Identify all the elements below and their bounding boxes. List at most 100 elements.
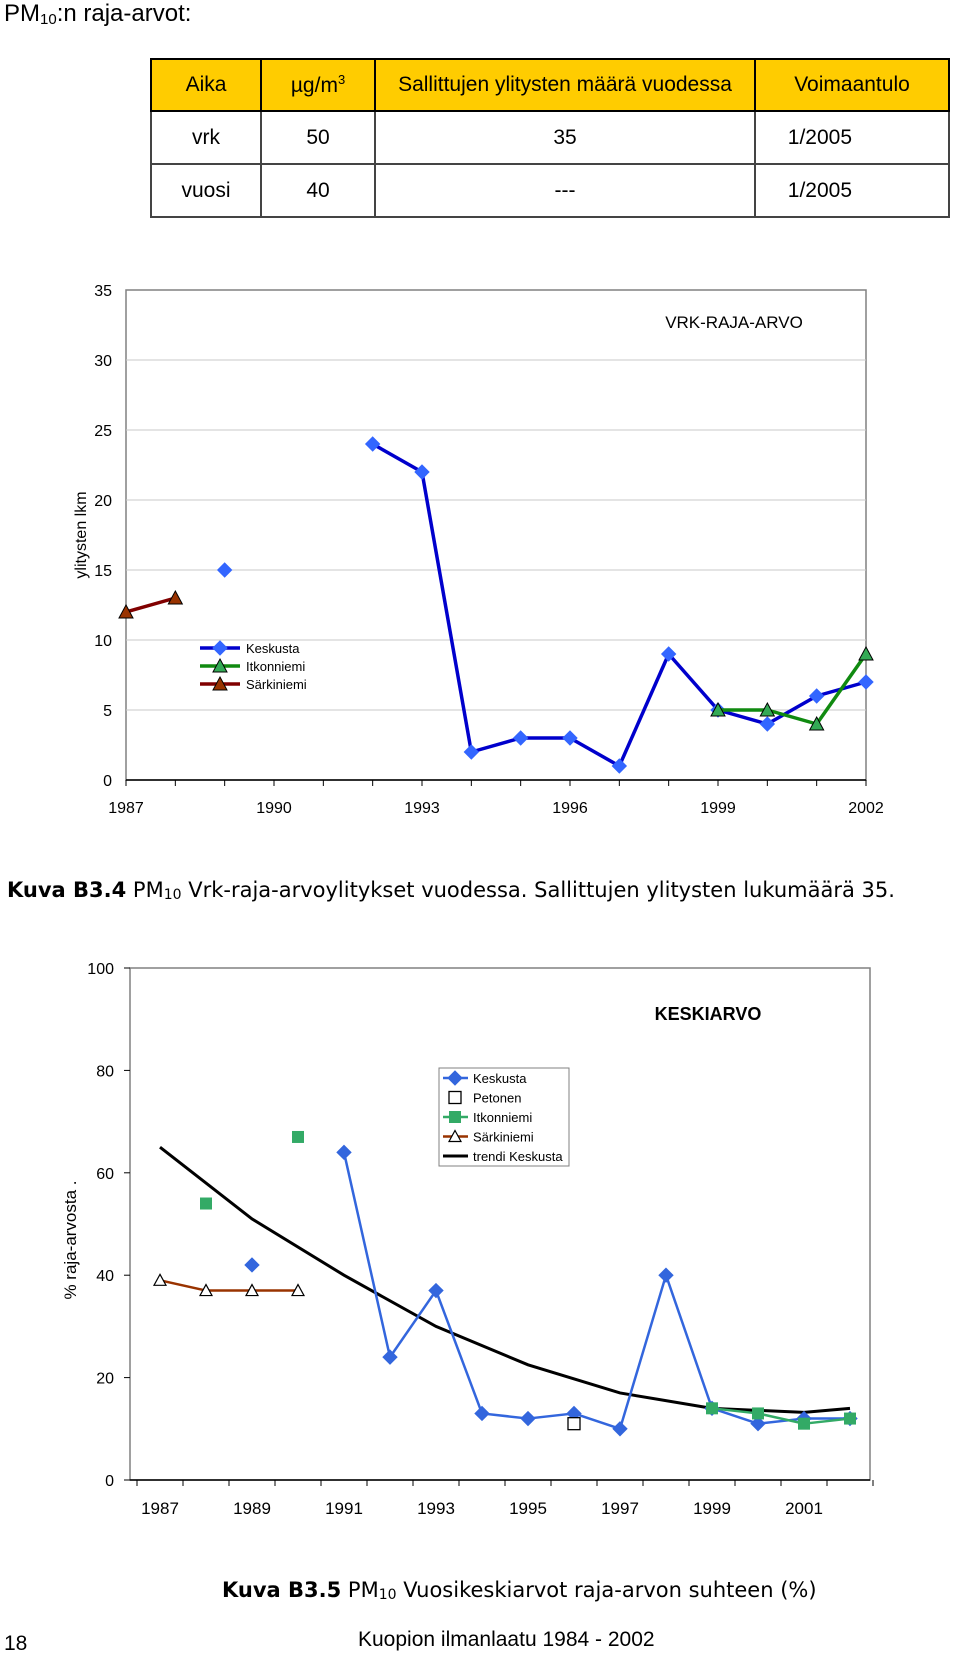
series-line [371, 442, 423, 474]
series-särkiniemi [118, 589, 184, 619]
series-itkonniemi [710, 645, 874, 731]
x-tick-label: 1990 [256, 800, 292, 817]
x-tick-label: 1999 [693, 1499, 731, 1518]
data-point [710, 701, 726, 717]
data-point [798, 1417, 810, 1430]
legend-marker [212, 675, 228, 691]
chart-annotation: KESKIARVO [655, 1004, 762, 1024]
data-point [658, 1267, 674, 1283]
series-line [420, 471, 474, 753]
table-header-cell: µg/m3 [260, 58, 376, 112]
table-cell: vuosi [150, 163, 262, 218]
series-line [527, 1412, 575, 1420]
table-cell: 1/2005 [754, 110, 950, 165]
legend-label: Itkonniemi [246, 659, 305, 674]
y-tick-label: 0 [103, 773, 112, 790]
x-tick-label: 1997 [601, 1499, 639, 1518]
table-header-cell: Sallittujen ylitysten määrä vuodessa [374, 58, 756, 112]
legend-marker [449, 1111, 461, 1123]
data-point [290, 1283, 306, 1297]
series-line [569, 736, 621, 768]
data-point [858, 674, 874, 690]
legend-label: Petonen [473, 1091, 521, 1106]
x-tick-label: 1993 [404, 800, 440, 817]
series-line [667, 652, 720, 712]
series-line [159, 1279, 207, 1292]
series-line [711, 1407, 759, 1415]
series-trendi-keskusta [159, 1146, 851, 1414]
y-tick-label: 5 [103, 703, 112, 720]
y-tick-label: 20 [96, 1371, 114, 1388]
data-point [858, 645, 874, 661]
table-cell: --- [374, 163, 756, 218]
y-tick-label: 35 [94, 283, 112, 300]
table-cell: vrk [150, 110, 262, 165]
data-point [364, 436, 381, 452]
series-line [617, 653, 671, 767]
series-line [757, 1417, 805, 1425]
data-point [118, 603, 134, 619]
x-tick-label: 1987 [141, 1499, 179, 1518]
data-point [612, 1421, 628, 1437]
series-line [711, 1407, 759, 1425]
series-line [342, 1152, 392, 1358]
table-header-row: Aika µg/m3 Sallittujen ylitysten määrä v… [150, 58, 950, 112]
legend-marker [447, 1070, 463, 1086]
series-keskusta [216, 436, 874, 774]
figure-caption-b3-5: Kuva B3.5 PM10 Vuosikeskiarvot raja-arvo… [222, 1578, 817, 1603]
data-point [512, 730, 529, 746]
footer-title: Kuopion ilmanlaatu 1984 - 2002 [358, 1628, 655, 1651]
y-tick-label: 25 [94, 423, 112, 440]
trend-line [159, 1146, 851, 1414]
x-tick-label: 1989 [233, 1499, 271, 1518]
data-point [167, 589, 184, 605]
annual-mean-chart: 0 20 40 60 80 100 1987 1989 1991 1993 1995 1997 1999… [61, 961, 874, 1518]
data-point [244, 1257, 260, 1273]
chart-annotation: VRK-RAJA-ARVO [665, 313, 803, 332]
y-tick-label: 40 [96, 1268, 114, 1285]
x-tick-label: 2002 [848, 800, 884, 817]
series-line [766, 694, 818, 726]
series-line [573, 1412, 621, 1430]
legend-label: Särkiniemi [473, 1130, 534, 1145]
data-point [200, 1197, 212, 1210]
data-point [520, 1410, 536, 1427]
legend-marker [447, 1129, 463, 1143]
series-line [766, 708, 818, 726]
data-point [611, 758, 628, 774]
series-itkonniemi [200, 1130, 856, 1430]
table-cell: 40 [260, 163, 376, 218]
figure-caption-b3-4: Kuva B3.4 PM10 Vrk-raja-arvoylitykset vu… [7, 878, 895, 903]
plot-area [129, 967, 871, 1481]
data-point [759, 716, 776, 732]
data-point [808, 715, 825, 731]
data-point [562, 730, 578, 746]
table-row: vrk 50 35 1/2005 [150, 110, 950, 165]
legend-label: Itkonniemi [473, 1110, 532, 1125]
x-tick-label: 1996 [552, 800, 588, 817]
data-point [244, 1283, 260, 1297]
y-axis-label: % raja-arvosta . [61, 1180, 80, 1299]
data-point [216, 562, 233, 578]
legend-label: Keskusta [246, 641, 300, 656]
y-tick-label: 10 [94, 633, 112, 650]
y-axis-label: ylitysten lkm [73, 491, 90, 578]
table-header-cell: Voimaantulo [754, 58, 950, 112]
legend: Keskusta Itkonniemi Särkiniemi [200, 640, 307, 692]
data-point [382, 1349, 398, 1365]
series-line [388, 1289, 438, 1358]
table-row: vuosi 40 --- 1/2005 [150, 163, 950, 218]
data-point [808, 688, 825, 704]
page-heading: PM10:n raja-arvot: [4, 0, 192, 28]
y-tick-label: 0 [105, 1473, 114, 1490]
legend: Keskusta Petonen Itkonniemi Särkiniemi trend… [438, 1067, 570, 1167]
x-tick-label: 1987 [108, 800, 144, 817]
x-tick-label: 1995 [509, 1499, 547, 1518]
series-line [815, 652, 868, 726]
legend-marker [448, 1090, 462, 1105]
x-tick-label: 2001 [785, 1499, 823, 1518]
series-line [664, 1274, 714, 1409]
data-point [414, 464, 430, 480]
series-line [470, 736, 522, 754]
data-point [759, 701, 776, 717]
